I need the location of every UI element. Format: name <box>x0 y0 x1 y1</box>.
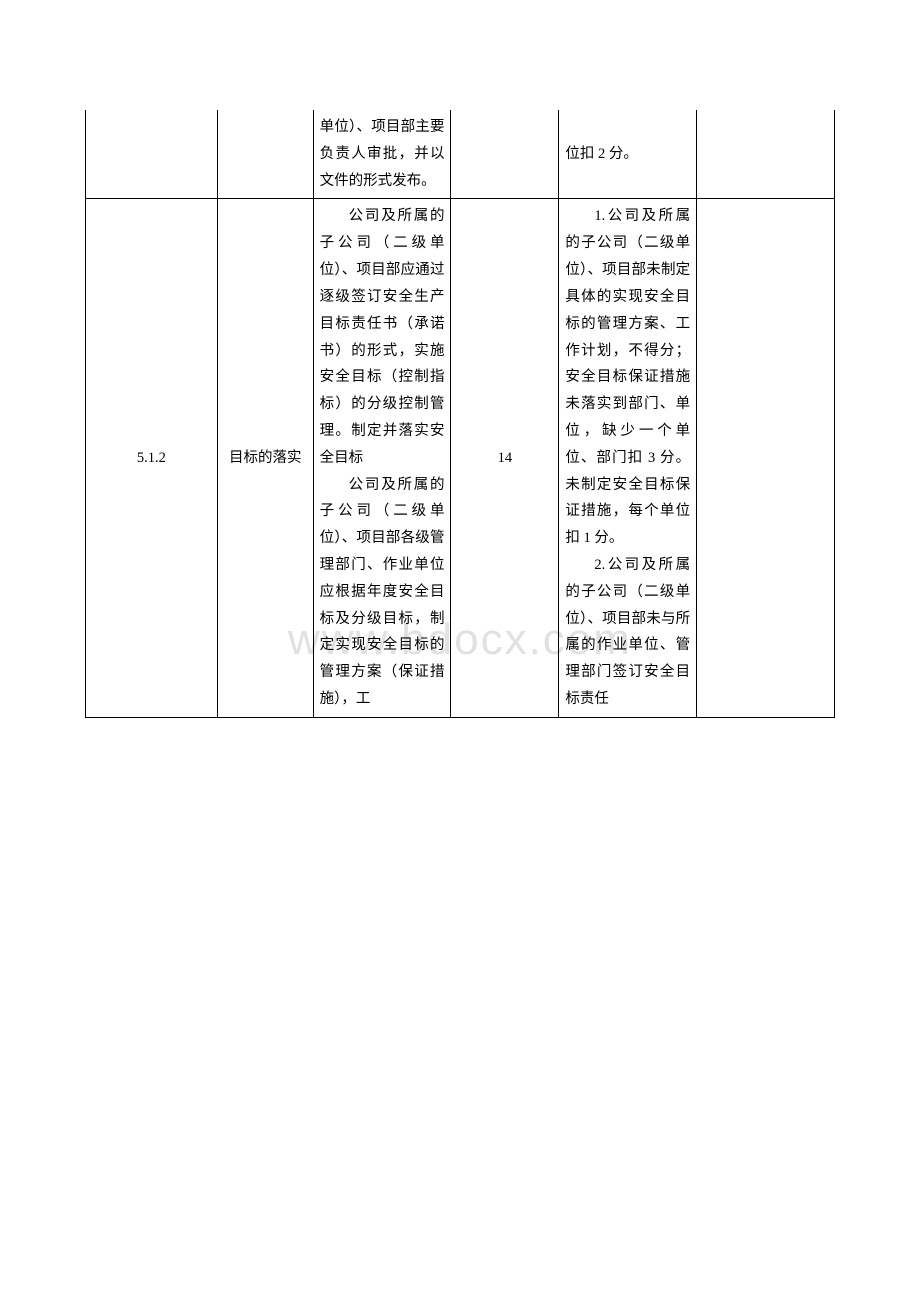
table-container: 单位）、项目部主要负责人审批，并以文件的形式发布。 位扣 2 分。 5.1.2 … <box>85 110 835 718</box>
cell-name: 目标的落实 <box>217 199 313 717</box>
paragraph: 公司及所属的子公司（二级单位）、项目部应通过逐级签订安全生产目标责任书（承诺书）… <box>320 203 445 471</box>
cell-name <box>217 110 313 199</box>
paragraph: 1.公司及所属的子公司（二级单位）、项目部未制定具体的实现安全目标的管理方案、工… <box>565 203 690 552</box>
cell-id <box>86 110 218 199</box>
cell-score: 14 <box>451 199 559 717</box>
cell-remark <box>697 199 835 717</box>
cell-score <box>451 110 559 199</box>
assessment-table: 单位）、项目部主要负责人审批，并以文件的形式发布。 位扣 2 分。 5.1.2 … <box>85 110 835 718</box>
cell-id: 5.1.2 <box>86 199 218 717</box>
table-row: 单位）、项目部主要负责人审批，并以文件的形式发布。 位扣 2 分。 <box>86 110 835 199</box>
cell-criteria: 1.公司及所属的子公司（二级单位）、项目部未制定具体的实现安全目标的管理方案、工… <box>559 199 697 717</box>
table-row: 5.1.2 目标的落实 公司及所属的子公司（二级单位）、项目部应通过逐级签订安全… <box>86 199 835 717</box>
cell-content: 公司及所属的子公司（二级单位）、项目部应通过逐级签订安全生产目标责任书（承诺书）… <box>313 199 451 717</box>
paragraph: 2.公司及所属的子公司（二级单位）、项目部未与所属的作业单位、管理部门签订安全目… <box>565 552 690 713</box>
cell-content: 单位）、项目部主要负责人审批，并以文件的形式发布。 <box>313 110 451 199</box>
paragraph: 公司及所属的子公司（二级单位）、项目部各级管理部门、作业单位应根据年度安全目标及… <box>320 472 445 713</box>
paragraph: 位扣 2 分。 <box>565 141 690 168</box>
paragraph: 单位）、项目部主要负责人审批，并以文件的形式发布。 <box>320 114 445 194</box>
cell-remark <box>697 110 835 199</box>
cell-criteria: 位扣 2 分。 <box>559 110 697 199</box>
